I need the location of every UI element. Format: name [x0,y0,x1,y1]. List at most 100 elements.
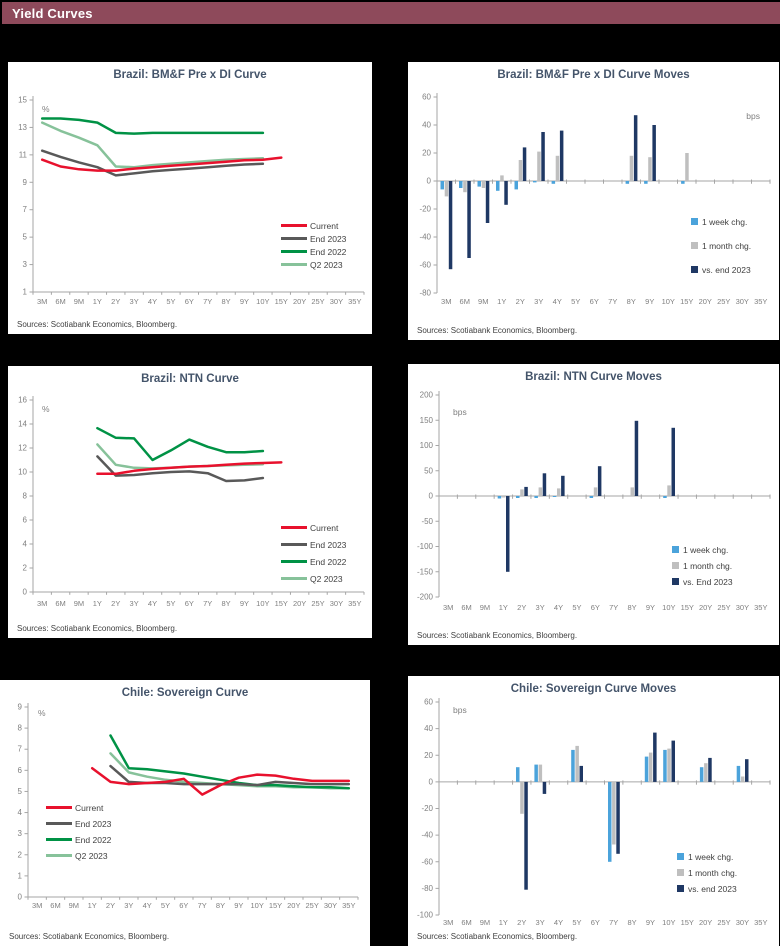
legend-item: 1 week chg. [672,543,733,556]
svg-text:8Y: 8Y [627,603,636,612]
svg-text:4Y: 4Y [553,297,562,306]
svg-text:9Y: 9Y [240,297,249,306]
svg-text:25Y: 25Y [717,297,730,306]
legend-item: Current [281,219,346,232]
svg-text:16: 16 [18,396,27,405]
legend-item: 1 week chg. [677,850,737,863]
section-header: Yield Curves [2,2,780,24]
svg-text:10Y: 10Y [256,599,269,608]
svg-text:-100: -100 [417,911,434,920]
chart-legend: 1 week chg. 1 month chg. vs. End 2023 [672,543,733,591]
legend-item: Current [46,801,111,814]
chart-legend: Current End 2023 End 2022 Q2 2023 [281,521,346,589]
chart-panel-chile-moves: Chile: Sovereign Curve Moves -100 -80 -60-… [408,676,779,946]
svg-text:12: 12 [18,444,27,453]
svg-text:7: 7 [18,745,23,754]
legend-label: vs. End 2023 [683,576,733,587]
chart-panel-bmf-curve: Brazil: BM&F Pre x DI Curve 1 3 5 7 9 11 13 15 3… [8,62,372,334]
svg-text:3Y: 3Y [536,918,545,927]
section-title: Yield Curves [12,5,93,21]
legend-item: 1 month chg. [672,559,733,572]
legend-item: vs. End 2023 [672,575,733,588]
svg-text:9Y: 9Y [234,901,243,910]
svg-text:20Y: 20Y [293,297,306,306]
svg-text:3Y: 3Y [130,297,139,306]
svg-text:-80: -80 [419,289,431,298]
legend-label: vs. end 2023 [702,264,751,275]
svg-text:10Y: 10Y [250,901,263,910]
legend-swatch [46,822,72,825]
svg-text:6Y: 6Y [185,297,194,306]
svg-text:3: 3 [18,829,23,838]
svg-text:4Y: 4Y [143,901,152,910]
sources-note: Sources: Scotiabank Economics, Bloomberg… [417,631,578,640]
svg-text:20Y: 20Y [699,918,712,927]
svg-text:3Y: 3Y [124,901,133,910]
svg-text:200: 200 [420,391,434,400]
svg-text:100: 100 [420,441,434,450]
svg-text:-100: -100 [417,542,434,551]
svg-text:2Y: 2Y [111,599,120,608]
svg-text:7Y: 7Y [609,603,618,612]
svg-text:-150: -150 [417,567,434,576]
svg-text:15: 15 [18,96,27,105]
svg-text:7Y: 7Y [203,599,212,608]
svg-text:9: 9 [18,703,23,712]
legend-label: 1 month chg. [702,240,752,251]
svg-text:25Y: 25Y [717,918,730,927]
legend-swatch [281,526,307,529]
bar-chart-bmf-moves: -80 -60 -40 -20 0 20 40 60 3M 6M 9M 1Y 2Y 3Y 4Y 5Y 6Y 7Y 8… [419,93,771,306]
svg-text:30Y: 30Y [324,901,337,910]
svg-text:2Y: 2Y [106,901,115,910]
legend-swatch [672,578,679,585]
svg-text:-60: -60 [419,261,431,270]
chart-panel-chile-curve: Chile: Sovereign Curve 0 1 2 3 4 5 6 7 8 9 3M 6M 9M 1… [0,680,370,946]
svg-text:6M: 6M [461,918,471,927]
legend-label: vs. end 2023 [688,883,737,894]
svg-text:7Y: 7Y [198,901,207,910]
svg-text:0: 0 [18,893,23,902]
legend-swatch [691,266,698,273]
svg-text:30Y: 30Y [330,599,343,608]
svg-text:bps: bps [746,111,760,121]
svg-text:8: 8 [23,492,28,501]
svg-text:6M: 6M [460,297,470,306]
legend-label: Current [310,522,339,533]
svg-text:6Y: 6Y [591,918,600,927]
legend-label: Q2 2023 [310,259,343,270]
svg-text:20: 20 [422,149,431,158]
legend-swatch [46,806,72,809]
legend-item: Current [281,521,346,534]
legend-label: Q2 2023 [75,850,108,861]
svg-text:2Y: 2Y [516,297,525,306]
svg-text:9Y: 9Y [645,297,654,306]
svg-text:6Y: 6Y [590,297,599,306]
svg-text:6Y: 6Y [179,901,188,910]
chart-legend: Current End 2023 End 2022 Q2 2023 [281,219,346,271]
chart-title: Chile: Sovereign Curve [121,687,249,699]
chart-title: Brazil: BM&F Pre x DI Curve Moves [497,69,690,81]
legend-swatch [672,546,679,553]
svg-text:2: 2 [23,564,28,573]
legend-swatch [677,853,684,860]
legend-swatch [46,838,72,841]
chart-title: Brazil: NTN Curve Moves [525,371,662,383]
svg-text:20: 20 [424,751,433,760]
svg-text:1Y: 1Y [93,297,102,306]
svg-text:7Y: 7Y [609,918,618,927]
svg-text:6M: 6M [55,599,65,608]
svg-text:1Y: 1Y [497,297,506,306]
legend-item: End 2022 [46,833,111,846]
svg-text:40: 40 [422,121,431,130]
svg-text:25Y: 25Y [311,297,324,306]
legend-label: End 2023 [310,233,347,244]
svg-text:35Y: 35Y [348,297,361,306]
svg-text:5Y: 5Y [572,603,581,612]
legend-label: 1 week chg. [683,544,729,555]
svg-text:0: 0 [427,177,432,186]
legend-item: vs. end 2023 [691,263,751,276]
svg-text:25Y: 25Y [311,599,324,608]
svg-text:6M: 6M [55,297,65,306]
svg-text:%: % [42,104,50,114]
svg-text:4: 4 [18,808,23,817]
